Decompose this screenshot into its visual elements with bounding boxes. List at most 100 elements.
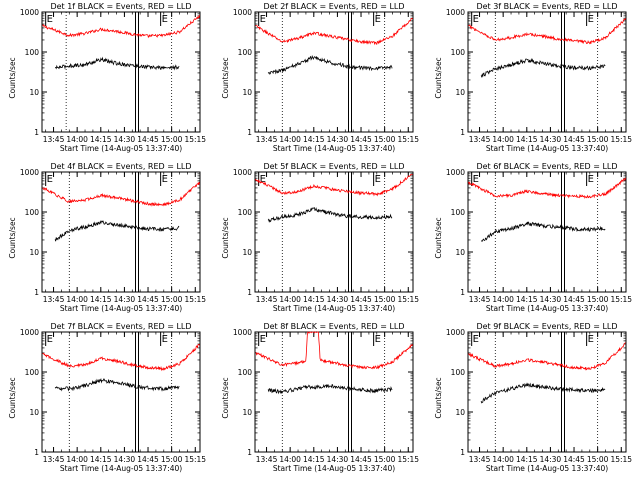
x-tick-label: 14:45 xyxy=(137,135,159,144)
x-tick-label: 15:15 xyxy=(610,455,632,464)
panel-title: Det 2f BLACK = Events, RED = LLD xyxy=(263,2,404,11)
lld-rate-line xyxy=(255,331,413,370)
event-rate-line xyxy=(267,207,393,223)
y-tick-label: 1 xyxy=(34,288,39,297)
y-tick-label: 1000 xyxy=(446,8,465,17)
event-rate-line xyxy=(480,382,606,404)
plot-frame xyxy=(467,11,627,133)
x-tick-label: 14:15 xyxy=(90,295,112,304)
panel-title: Det 3f BLACK = Events, RED = LLD xyxy=(476,2,617,11)
detector-panel: Det 5f BLACK = Events, RED = LLD 1 10 100 10… xyxy=(221,162,419,313)
x-axis-label: Start Time (14-Aug-05 13:37:40) xyxy=(273,464,395,473)
event-marker-label: E xyxy=(260,14,266,25)
x-axis-label: Start Time (14-Aug-05 13:37:40) xyxy=(486,464,608,473)
x-tick-label: 15:15 xyxy=(397,455,419,464)
event-marker-label: E xyxy=(375,334,381,345)
x-tick-label: 14:45 xyxy=(563,295,585,304)
panel-title: Det 5f BLACK = Events, RED = LLD xyxy=(263,162,404,171)
event-rate-line xyxy=(54,220,180,242)
x-axis-label: Start Time (14-Aug-05 13:37:40) xyxy=(60,304,182,313)
lld-rate-line xyxy=(42,343,200,372)
event-rate-line xyxy=(267,54,393,75)
x-tick-label: 15:15 xyxy=(397,295,419,304)
y-tick-label: 1 xyxy=(247,128,252,137)
y-tick-label: 100 xyxy=(238,368,253,377)
lld-rate-line xyxy=(468,342,626,371)
y-axis-label: Counts/sec xyxy=(8,57,17,98)
event-marker-label: E xyxy=(260,174,266,185)
y-axis-label: Counts/sec xyxy=(8,377,17,418)
y-tick-label: 1000 xyxy=(446,328,465,337)
x-tick-label: 14:30 xyxy=(114,135,136,144)
event-marker-label: E xyxy=(588,174,594,185)
x-tick-label: 14:00 xyxy=(492,135,514,144)
event-marker-label: E xyxy=(162,174,168,185)
y-tick-label: 10 xyxy=(242,248,252,257)
y-tick-label: 1000 xyxy=(20,168,39,177)
y-tick-label: 1000 xyxy=(233,8,252,17)
x-tick-label: 14:30 xyxy=(114,455,136,464)
event-rate-line xyxy=(54,378,180,392)
x-tick-label: 14:45 xyxy=(350,135,372,144)
plot-frame xyxy=(254,11,414,133)
panel-title: Det 7f BLACK = Events, RED = LLD xyxy=(50,322,191,331)
plot-frame xyxy=(254,331,414,453)
y-tick-label: 1 xyxy=(460,288,465,297)
x-tick-label: 13:45 xyxy=(256,455,278,464)
y-tick-label: 100 xyxy=(25,48,40,57)
x-tick-label: 14:00 xyxy=(66,455,88,464)
y-axis-label: Counts/sec xyxy=(434,217,443,258)
y-tick-label: 10 xyxy=(455,408,465,417)
y-tick-label: 1000 xyxy=(446,168,465,177)
event-marker-label: E xyxy=(588,14,594,25)
y-tick-label: 100 xyxy=(451,48,466,57)
plot-frame xyxy=(467,171,627,293)
x-tick-label: 14:30 xyxy=(540,295,562,304)
lld-rate-line xyxy=(468,177,626,199)
event-marker-label: E xyxy=(375,14,381,25)
plot-frame xyxy=(254,171,414,293)
event-rate-line xyxy=(55,56,180,71)
x-tick-label: 14:45 xyxy=(350,295,372,304)
y-tick-label: 100 xyxy=(25,208,40,217)
event-marker-label: E xyxy=(47,174,53,185)
x-tick-label: 13:45 xyxy=(469,135,491,144)
x-tick-label: 14:00 xyxy=(66,295,88,304)
y-tick-label: 1000 xyxy=(20,8,39,17)
y-axis-label: Counts/sec xyxy=(434,377,443,418)
y-tick-label: 10 xyxy=(29,88,39,97)
x-tick-label: 14:00 xyxy=(66,135,88,144)
x-tick-label: 13:45 xyxy=(256,295,278,304)
x-tick-label: 14:45 xyxy=(563,455,585,464)
y-axis-label: Counts/sec xyxy=(8,217,17,258)
y-tick-label: 1 xyxy=(247,288,252,297)
detector-panel: Det 4f BLACK = Events, RED = LLD 1 10 100 10… xyxy=(8,162,206,313)
x-axis-label: Start Time (14-Aug-05 13:37:40) xyxy=(273,144,395,153)
x-tick-label: 15:15 xyxy=(184,295,206,304)
x-tick-label: 14:15 xyxy=(516,135,538,144)
y-tick-label: 1 xyxy=(34,448,39,457)
y-tick-label: 100 xyxy=(238,208,253,217)
x-tick-label: 15:00 xyxy=(374,455,396,464)
x-tick-label: 15:00 xyxy=(161,455,183,464)
y-tick-label: 100 xyxy=(451,368,466,377)
x-tick-label: 14:00 xyxy=(492,295,514,304)
event-marker-label: E xyxy=(588,334,594,345)
detector-panel: Det 2f BLACK = Events, RED = LLD 1 10 100 10… xyxy=(221,2,419,153)
y-tick-label: 100 xyxy=(25,368,40,377)
x-tick-label: 14:00 xyxy=(279,135,301,144)
x-tick-label: 14:00 xyxy=(492,455,514,464)
x-tick-label: 15:15 xyxy=(397,135,419,144)
x-tick-label: 14:45 xyxy=(563,135,585,144)
x-tick-label: 14:30 xyxy=(327,135,349,144)
x-axis-label: Start Time (14-Aug-05 13:37:40) xyxy=(60,464,182,473)
y-tick-label: 100 xyxy=(238,48,253,57)
x-tick-label: 14:45 xyxy=(137,455,159,464)
y-tick-label: 100 xyxy=(451,208,466,217)
x-tick-label: 15:00 xyxy=(587,455,609,464)
plot-frame xyxy=(41,331,201,453)
event-marker-label: E xyxy=(473,334,479,345)
y-tick-label: 1 xyxy=(460,448,465,457)
x-tick-label: 15:00 xyxy=(374,295,396,304)
x-tick-label: 13:45 xyxy=(256,135,278,144)
